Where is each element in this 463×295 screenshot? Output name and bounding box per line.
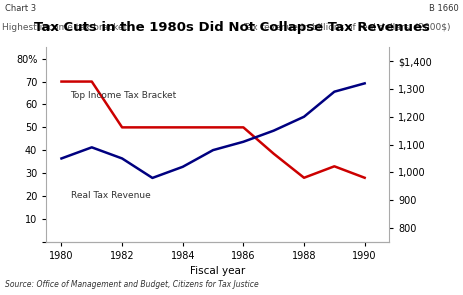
Text: Chart 3: Chart 3 — [5, 4, 36, 14]
Text: Source: Office of Management and Budget, Citizens for Tax Justice: Source: Office of Management and Budget,… — [5, 280, 258, 289]
X-axis label: Fiscal year: Fiscal year — [190, 266, 245, 276]
Text: B 1660: B 1660 — [429, 4, 458, 14]
Text: Tax revenue in billions of real dollars  (2000$): Tax revenue in billions of real dollars … — [243, 23, 450, 32]
Text: Top Income Tax Bracket: Top Income Tax Bracket — [70, 91, 177, 100]
Text: Highest income tax bracket: Highest income tax bracket — [2, 23, 127, 32]
Text: Real Tax Revenue: Real Tax Revenue — [70, 191, 150, 200]
Text: Tax Cuts in the 1980s Did Not Collapse Tax Revenues: Tax Cuts in the 1980s Did Not Collapse T… — [33, 21, 430, 34]
